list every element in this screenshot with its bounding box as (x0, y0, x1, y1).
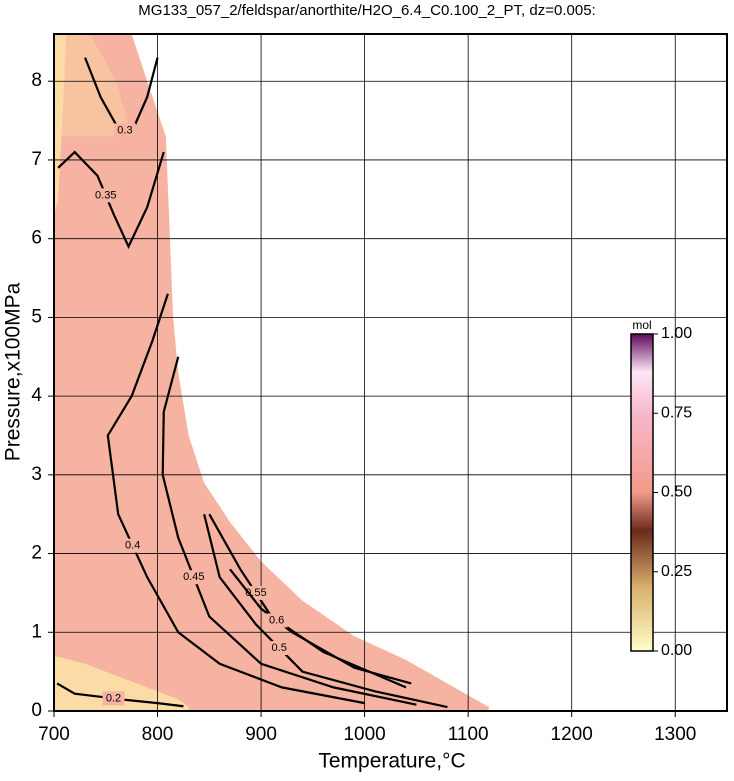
y-axis-label: Pressure,x100MPa (2, 282, 25, 461)
y-tick-label: 4 (31, 385, 42, 406)
x-tick-label: 800 (142, 724, 174, 745)
y-tick-label: 1 (31, 621, 42, 642)
colorbar-label: mol (632, 318, 651, 332)
filled-region (54, 655, 189, 711)
contour-label: 0.45 (183, 571, 204, 583)
y-tick-label: 8 (31, 70, 42, 91)
filled-region (54, 34, 132, 137)
contour-label-bg (265, 613, 288, 628)
chart-title: MG133_057_2/feldspar/anorthite/H2O_6.4_C… (138, 2, 595, 19)
colorbar-tick-label: 0.50 (661, 484, 692, 501)
colorbar-tick-label: 1.00 (661, 325, 692, 342)
contour-label: 0.4 (125, 540, 140, 552)
plot-frame (53, 33, 728, 712)
contour-label-bg (268, 641, 291, 656)
contour-label: 0.5 (272, 642, 287, 654)
contour-label: 0.35 (95, 189, 116, 201)
contour-label: 0.6 (269, 614, 284, 626)
x-tick-label: 700 (38, 724, 70, 745)
filled-region (54, 34, 489, 711)
filled-region (54, 34, 67, 216)
x-tick-label: 1100 (448, 724, 489, 745)
y-tick-label: 3 (31, 464, 42, 485)
y-tick-label: 7 (31, 149, 42, 170)
x-tick-label: 1300 (654, 724, 696, 745)
contour-label-bg (102, 691, 125, 706)
contour-label: 0.2 (106, 692, 121, 704)
contour-label-bg (94, 188, 117, 203)
contour-label: 0.3 (117, 124, 132, 136)
contour-label-bg (113, 123, 136, 138)
y-tick-label: 5 (31, 306, 42, 327)
colorbar-tick-label: 0.00 (661, 642, 692, 659)
x-tick-label: 1200 (551, 724, 593, 745)
x-tick-label: 1000 (343, 724, 385, 745)
x-tick-label: 900 (245, 724, 277, 745)
contour-label-bg (121, 538, 144, 553)
colorbar-tick-label: 0.75 (661, 404, 692, 421)
contour-line (57, 150, 165, 250)
y-tick-label: 0 (31, 700, 42, 721)
y-tick-label: 6 (31, 228, 42, 249)
contour-line (229, 568, 412, 685)
colorbar-tick-label: 0.25 (661, 563, 692, 580)
colorbar (630, 333, 654, 652)
x-axis-label: Temperature,°C (318, 750, 465, 773)
y-tick-label: 2 (31, 543, 42, 564)
contour-label-bg (182, 570, 205, 585)
